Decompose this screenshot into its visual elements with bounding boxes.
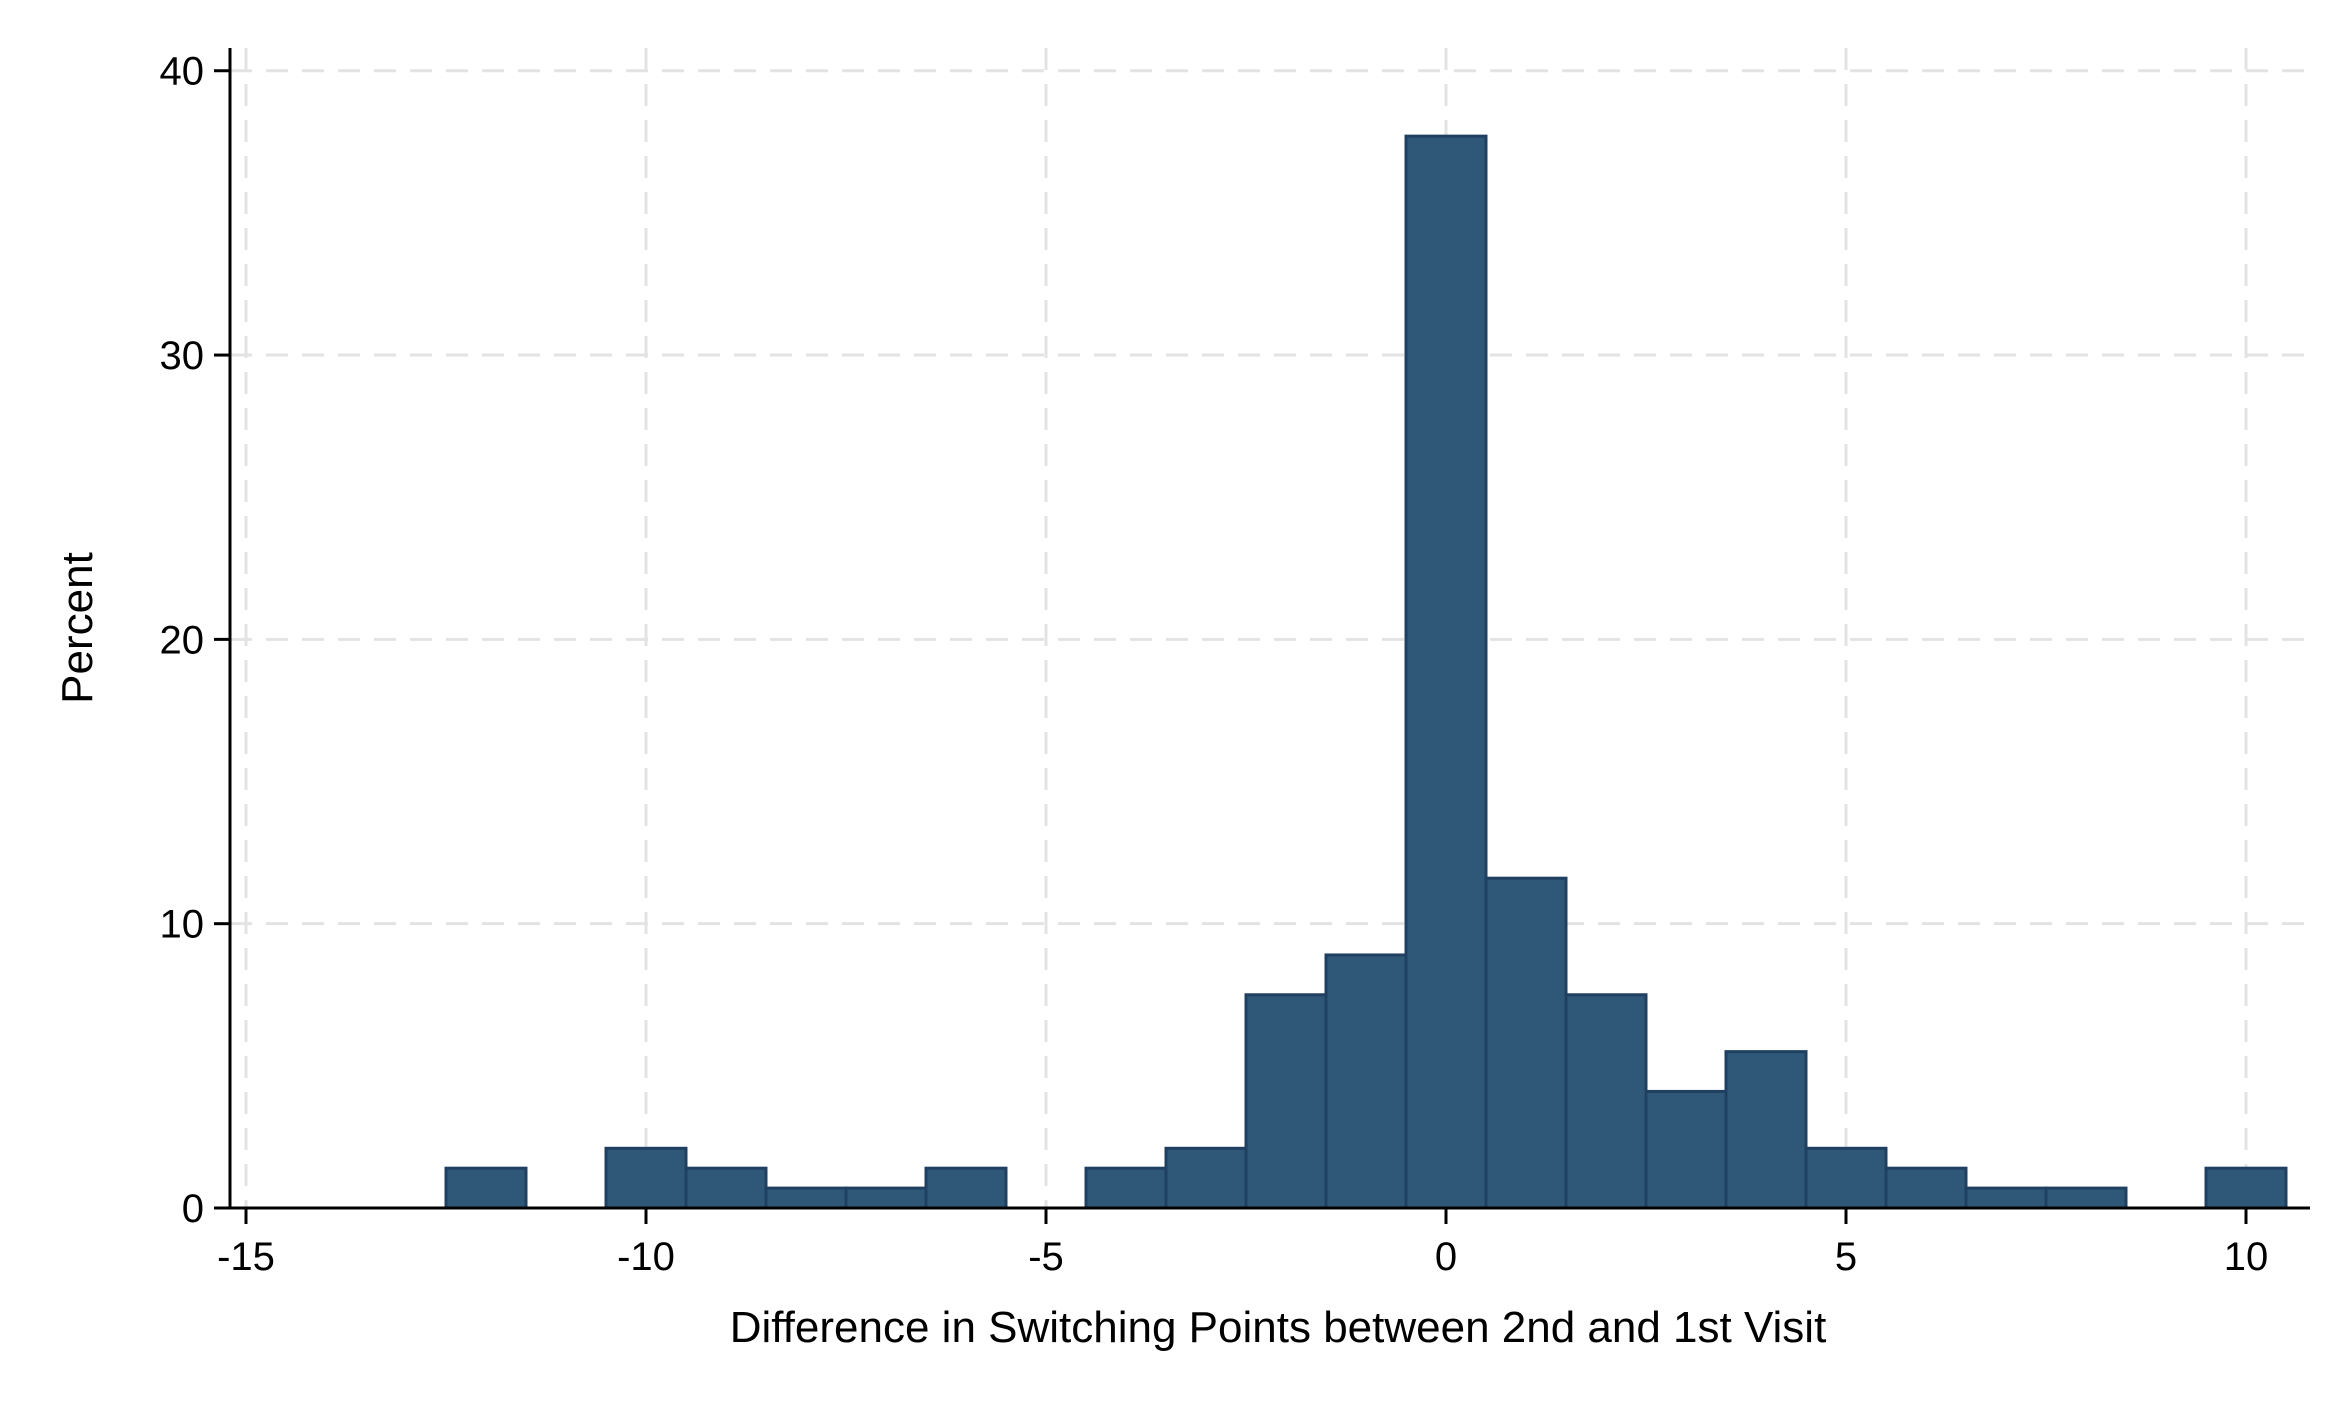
histogram-bar-12 [1564,993,1648,1210]
y-tick-label-0: 0 [182,1187,204,1231]
histogram-bar-1 [604,1146,688,1210]
x-tick-label-1: -10 [617,1235,675,1279]
x-tick-label-2: -5 [1028,1235,1064,1279]
ticks: 0 10 20 30 40 -15 -10 -5 0 5 10 [160,50,2269,1279]
histogram-bar-10 [1404,134,1488,1210]
histogram-bar-15 [1804,1146,1888,1210]
histogram-bar-11 [1484,876,1568,1210]
histogram-bar-13 [1644,1089,1728,1210]
histogram-bar-8 [1244,993,1328,1210]
x-tick-label-0: -15 [217,1235,275,1279]
y-axis-title: Percent [53,552,102,704]
histogram-bar-17 [1964,1186,2048,1210]
x-axis-title: Difference in Switching Points between 2… [730,1303,1827,1352]
axes [228,48,2310,1210]
histogram-bar-19 [2204,1166,2288,1210]
y-tick-label-3: 30 [160,334,205,378]
histogram-bar-5 [924,1166,1008,1210]
grid-lines [230,48,2310,1208]
y-tick-label-1: 10 [160,903,205,947]
histogram-bar-2 [684,1166,768,1210]
x-tick-label-4: 5 [1835,1235,1857,1279]
histogram-bar-14 [1724,1050,1808,1210]
histogram-bar-0 [444,1166,528,1210]
histogram-bar-6 [1084,1166,1168,1210]
histogram-bar-18 [2044,1186,2128,1210]
x-tick-label-5: 10 [2224,1235,2269,1279]
x-tick-label-3: 0 [1435,1235,1457,1279]
y-tick-label-2: 20 [160,618,205,662]
histogram-bar-9 [1324,953,1408,1210]
histogram-bar-7 [1164,1146,1248,1210]
histogram-bar-4 [844,1186,928,1210]
y-tick-label-4: 40 [160,50,205,94]
bars [444,134,2288,1210]
histogram-bar-3 [764,1186,848,1210]
histogram-bar-16 [1884,1166,1968,1210]
